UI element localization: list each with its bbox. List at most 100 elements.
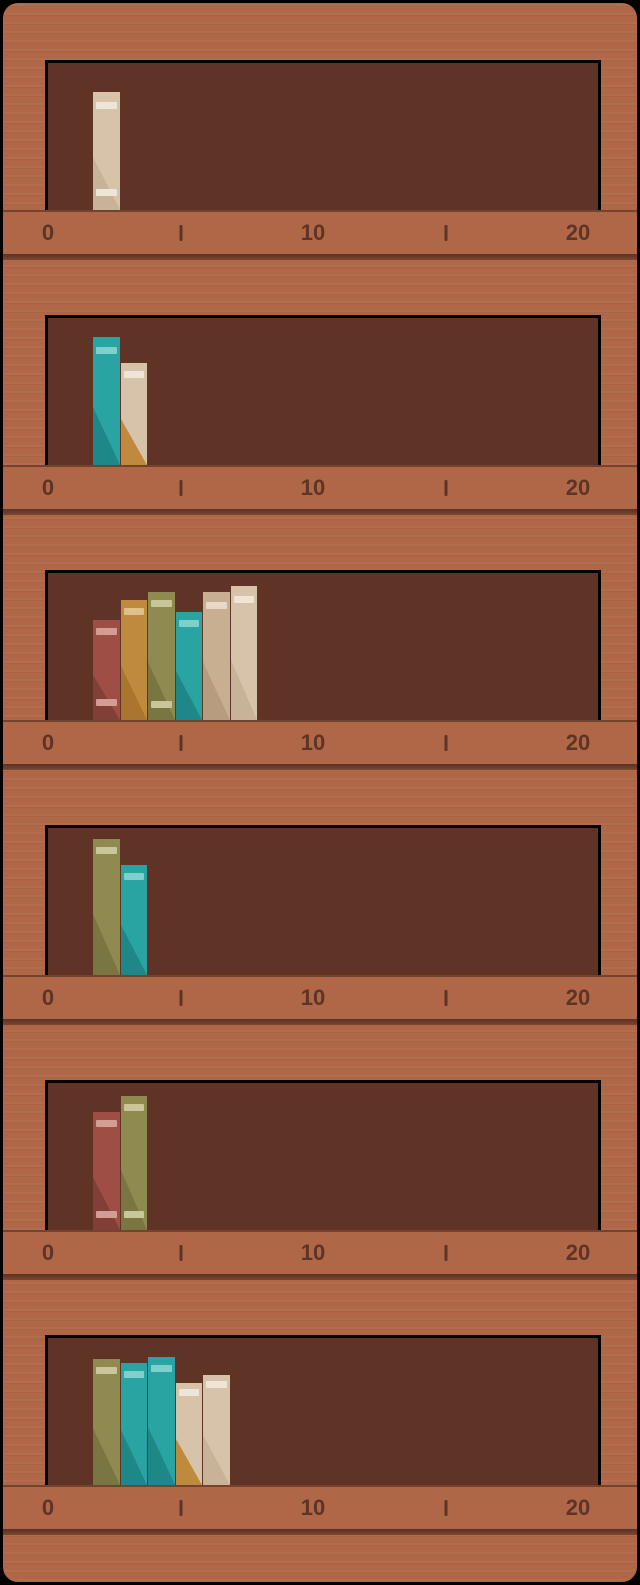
- ruler-label: 0: [42, 222, 54, 244]
- ruler-tick: [444, 1500, 447, 1516]
- ruler-label: 10: [301, 477, 325, 499]
- ruler-label: 20: [566, 222, 590, 244]
- book-band-top: [179, 620, 200, 627]
- book: [148, 592, 175, 720]
- books-container: [48, 1083, 598, 1230]
- shelf-6: 01020: [3, 1335, 637, 1527]
- book-shade: [148, 662, 175, 720]
- book: [231, 586, 258, 720]
- book: [121, 600, 148, 720]
- ruler-label: 0: [42, 732, 54, 754]
- book-shade: [203, 662, 230, 720]
- shelf-2: 0 10 20: [3, 315, 637, 507]
- books-container: [48, 318, 598, 465]
- shelf-cavity: [45, 315, 601, 465]
- ruler-tick: [179, 990, 182, 1006]
- books-container: [48, 63, 598, 210]
- book-shade: [93, 157, 120, 210]
- book-shade: [93, 914, 120, 975]
- ruler-label: 0: [42, 1497, 54, 1519]
- book-band-bottom: [151, 701, 172, 708]
- book-band-top: [96, 847, 117, 854]
- book-shade: [176, 671, 203, 720]
- ruler-label: 20: [566, 477, 590, 499]
- book: [121, 1363, 148, 1485]
- ruler-label: 10: [301, 1497, 325, 1519]
- book-shade: [121, 1430, 148, 1485]
- ruler: 01020: [3, 722, 637, 764]
- book-band-top: [124, 371, 145, 378]
- books-container: [48, 828, 598, 975]
- ruler-tick: [179, 735, 182, 751]
- book-shade: [93, 1177, 120, 1230]
- books-container: [48, 1338, 598, 1485]
- book: [93, 1112, 120, 1230]
- ruler-tick: [444, 225, 447, 241]
- book-band-top: [124, 1104, 145, 1111]
- book-shade: [93, 407, 120, 465]
- shelf-ledge: 0 10 20: [3, 1230, 637, 1274]
- book-band-top: [151, 600, 172, 607]
- book-band-top: [96, 1120, 117, 1127]
- shelf-3: 01020: [3, 570, 637, 762]
- book-shade: [121, 666, 148, 720]
- book-band-top: [206, 1381, 227, 1388]
- ruler-label: 10: [301, 987, 325, 1009]
- book-shade: [93, 675, 120, 720]
- book: [148, 1357, 175, 1485]
- ruler-label: 20: [566, 1242, 590, 1264]
- book-band-top: [96, 102, 117, 109]
- book: [93, 337, 120, 465]
- ruler-label: 20: [566, 987, 590, 1009]
- book: [121, 865, 148, 975]
- book: [93, 620, 120, 720]
- ruler: 0 10 20: [3, 467, 637, 509]
- book-shade: [121, 1170, 148, 1230]
- ruler-label: 10: [301, 732, 325, 754]
- book-shade: [176, 1439, 203, 1485]
- book-shade: [203, 1435, 230, 1485]
- book-shade: [148, 1427, 175, 1485]
- book-shade: [93, 1428, 120, 1485]
- book-band-top: [124, 1371, 145, 1378]
- shelf-1: 0 10 20: [3, 60, 637, 252]
- ruler-tick: [179, 1500, 182, 1516]
- book-shade: [121, 419, 148, 465]
- book-band-top: [96, 1367, 117, 1374]
- book: [176, 1383, 203, 1485]
- shelf-cavity: [45, 570, 601, 720]
- book-band-bottom: [124, 1211, 145, 1218]
- ruler-tick: [179, 225, 182, 241]
- book: [121, 1096, 148, 1230]
- shelf-cavity: [45, 1335, 601, 1485]
- ruler-tick: [179, 480, 182, 496]
- ruler-tick: [179, 1245, 182, 1261]
- book: [203, 592, 230, 720]
- shelf-ledge: 01020: [3, 1485, 637, 1529]
- shelf-ledge: 0 10 20: [3, 465, 637, 509]
- ruler-label: 0: [42, 477, 54, 499]
- shelf-cavity: [45, 60, 601, 210]
- book-shade: [121, 925, 148, 975]
- book-band-top: [124, 873, 145, 880]
- book: [203, 1375, 230, 1485]
- ruler-label: 0: [42, 987, 54, 1009]
- ruler-tick: [444, 990, 447, 1006]
- book-band-top: [96, 347, 117, 354]
- book: [121, 363, 148, 465]
- book-band-bottom: [96, 1211, 117, 1218]
- books-container: [48, 573, 598, 720]
- ruler-label: 0: [42, 1242, 54, 1264]
- ruler-tick: [444, 735, 447, 751]
- bookshelf-figure: 010200102001020010200102001020: [0, 0, 640, 1585]
- ruler: 0 10 20: [3, 977, 637, 1019]
- book-band-top: [151, 1365, 172, 1372]
- book: [93, 1359, 120, 1485]
- ruler: 0 10 20: [3, 1232, 637, 1274]
- shelf-cavity: [45, 1080, 601, 1230]
- book-band-top: [206, 602, 227, 609]
- ruler-label: 10: [301, 222, 325, 244]
- shelf-ledge: 01020: [3, 720, 637, 764]
- shelf-ledge: 0 10 20: [3, 210, 637, 254]
- ruler-label: 10: [301, 1242, 325, 1264]
